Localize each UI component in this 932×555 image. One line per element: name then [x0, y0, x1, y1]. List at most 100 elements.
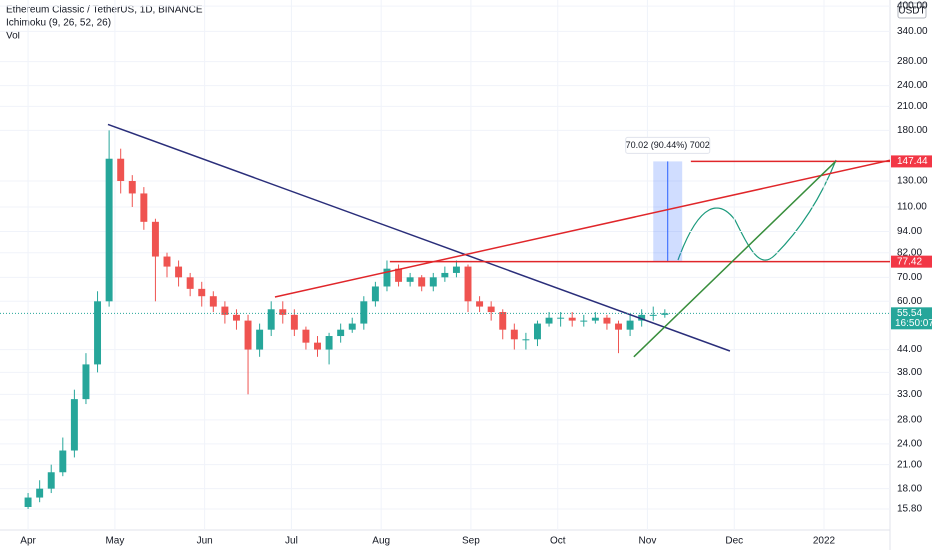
x-tick-label: Jul	[285, 536, 298, 547]
price-label: 147.44	[897, 156, 928, 167]
y-tick-label: 18.00	[897, 483, 922, 494]
candle-body	[198, 288, 206, 297]
candle-body	[70, 399, 78, 451]
projection-path	[677, 159, 837, 261]
y-tick-label: 210.00	[897, 101, 928, 112]
candle-body	[649, 314, 657, 316]
candle-body	[568, 317, 576, 321]
candle-body	[175, 266, 183, 278]
x-tick-label: Apr	[20, 536, 36, 547]
candle-body	[626, 320, 634, 330]
chart-title: Ethereum Classic / TetherUS, 1D, BINANCE	[6, 5, 203, 16]
y-tick-label: 240.00	[897, 80, 928, 91]
candle-body	[290, 314, 298, 330]
candle-body	[545, 317, 553, 324]
x-tick-label: 2022	[813, 536, 836, 547]
trendline	[274, 159, 891, 298]
x-tick-label: Aug	[372, 536, 390, 547]
y-tick-label: 24.00	[897, 439, 922, 450]
x-tick-label: Oct	[550, 536, 566, 547]
y-tick-label: 70.00	[897, 272, 922, 283]
candle-body	[522, 339, 530, 341]
candle-body	[221, 306, 229, 315]
plot-area: 70.02 (90.44%) 7002	[0, 0, 891, 530]
price-label-box	[891, 307, 932, 330]
candle-body	[638, 314, 646, 321]
candle-body	[279, 309, 287, 315]
trendline	[107, 123, 731, 352]
candle-body	[151, 221, 159, 257]
candle-body	[140, 193, 148, 222]
y-tick-label: 44.00	[897, 344, 922, 355]
candle-body	[464, 266, 472, 302]
y-tick-label: 110.00	[897, 202, 927, 213]
candle-body	[24, 497, 32, 507]
y-tick-label: 280.00	[897, 56, 928, 67]
candle-body	[117, 158, 125, 181]
candle-body	[510, 329, 518, 340]
y-tick-label: 15.80	[897, 504, 922, 515]
x-tick-label: May	[105, 536, 124, 547]
candle-body	[302, 329, 310, 343]
candle-body	[267, 309, 275, 330]
candle-body	[105, 158, 113, 302]
candle-body	[441, 272, 449, 278]
candle-body	[452, 266, 460, 273]
measure-label-box	[625, 136, 711, 154]
candle-body	[406, 277, 414, 282]
candle-body	[314, 342, 321, 350]
candle-body	[580, 320, 588, 322]
y-tick-label: 130.00	[897, 176, 928, 187]
y-tick-label: 60.00	[897, 296, 922, 307]
candle-body	[591, 317, 599, 321]
candle-body	[661, 313, 669, 315]
x-tick-label: Nov	[639, 536, 657, 547]
candle-body	[371, 286, 379, 302]
candle-body	[47, 472, 55, 489]
y-tick-label: 38.00	[897, 367, 922, 378]
x-tick-label: Jun	[197, 536, 213, 547]
indicator-label: Ichimoku (9, 26, 52, 26)	[6, 18, 111, 29]
x-tick-label: Sep	[462, 536, 480, 547]
candle-body	[59, 450, 67, 473]
candle-body	[360, 301, 368, 324]
y-tick-label: 28.00	[897, 415, 922, 426]
candle-body	[557, 317, 565, 319]
y-tick-label: 94.00	[897, 226, 922, 237]
candle-body	[615, 323, 622, 330]
price-label-box	[891, 255, 932, 268]
candle-body	[325, 336, 333, 350]
y-tick-label: 180.00	[897, 125, 928, 136]
trendline	[633, 160, 837, 358]
candle-body	[128, 180, 136, 194]
candle-body	[186, 277, 194, 289]
currency-label[interactable]: USDT	[898, 6, 925, 17]
candle-body	[209, 296, 217, 307]
candle-body	[36, 488, 44, 498]
candle-body	[603, 317, 611, 324]
y-tick-label: 400.00	[897, 1, 928, 12]
candle-body	[163, 256, 171, 267]
price-label: 55.54	[897, 308, 922, 319]
candle-body	[232, 314, 240, 321]
candle-body	[487, 306, 495, 313]
y-tick-label: 82.00	[897, 247, 922, 258]
y-tick-label: 21.00	[897, 459, 922, 470]
price-label-box	[891, 155, 932, 168]
candle-body	[244, 320, 252, 350]
candle-body	[256, 329, 264, 350]
currency-box[interactable]	[897, 2, 927, 19]
y-tick-label: 33.00	[897, 389, 922, 400]
indicator-label: Vol	[6, 31, 20, 42]
candle-body	[499, 312, 507, 330]
candle-body	[94, 301, 102, 365]
candle-body	[534, 323, 541, 340]
candle-body	[383, 268, 391, 287]
candle-body	[395, 268, 403, 282]
countdown-label: 16:50:07	[895, 318, 932, 329]
candle-body	[337, 329, 345, 337]
candle-body	[429, 277, 437, 287]
candle-body	[418, 277, 426, 287]
measure-label: 70.02 (90.44%) 7002	[626, 140, 710, 150]
